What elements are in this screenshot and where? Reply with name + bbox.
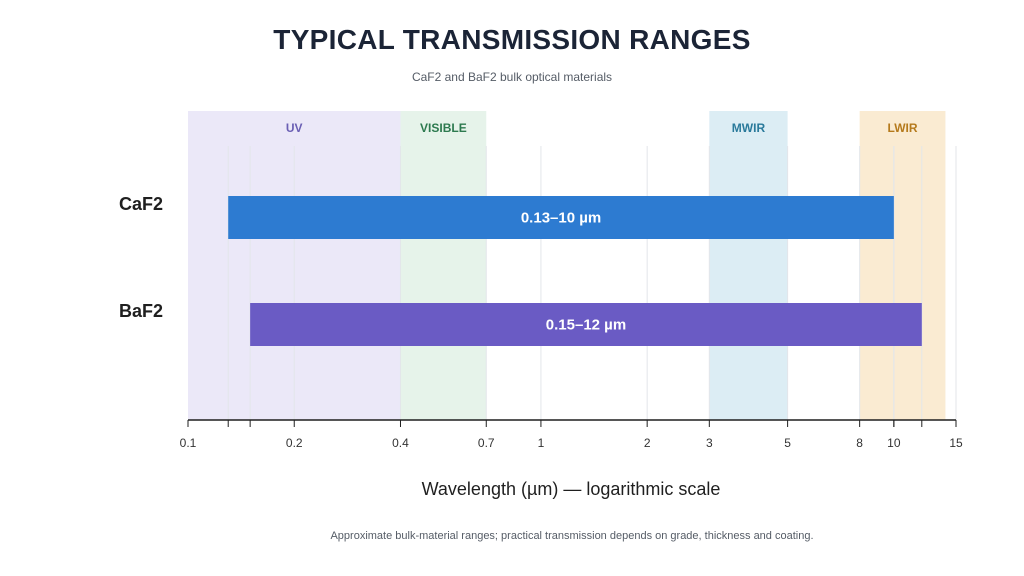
x-tick-label: 0.1 [180, 436, 197, 450]
x-tick-label: 0.7 [478, 436, 495, 450]
bar-caf2 [228, 196, 894, 239]
x-tick-label: 15 [949, 436, 963, 450]
band-label-uv: UV [286, 121, 303, 135]
x-tick-label: 8 [856, 436, 863, 450]
x-tick-label: 0.4 [392, 436, 409, 450]
x-axis-label: Wavelength (µm) — logarithmic scale [422, 479, 721, 499]
x-tick-label: 2 [644, 436, 651, 450]
category-label-baf2: BaF2 [119, 301, 163, 321]
grid-lines [227, 146, 957, 420]
band-label-mwir: MWIR [732, 121, 766, 135]
wavelength-bands: UV VISIBLE MWIR LWIR [188, 111, 946, 420]
footnote: Approximate bulk-material ranges; practi… [330, 530, 814, 542]
range-bars: 0.13–10 µm CaF2 0.15–12 µm BaF2 [119, 194, 922, 346]
x-tick-label: 10 [887, 436, 901, 450]
chart-subtitle: CaF2 and BaF2 bulk optical materials [411, 70, 613, 84]
chart-title: TYPICAL TRANSMISSION RANGES [273, 24, 751, 55]
bar-label-caf2: 0.13–10 µm [521, 210, 601, 227]
x-tick-label: 0.2 [286, 436, 303, 450]
x-tick-label: 3 [706, 436, 713, 450]
band-visible [400, 111, 487, 420]
band-mwir [709, 111, 788, 420]
band-lwir [859, 111, 946, 420]
band-label-lwir: LWIR [888, 121, 918, 135]
category-label-caf2: CaF2 [119, 194, 163, 214]
bar-baf2 [250, 303, 922, 346]
x-tick-label: 1 [538, 436, 545, 450]
bar-label-baf2: 0.15–12 µm [546, 317, 626, 334]
x-tick-label: 5 [784, 436, 791, 450]
x-axis: 0.1 0.2 0.4 0.7 1 2 3 5 8 10 15 [180, 419, 963, 450]
band-label-visible: VISIBLE [420, 121, 467, 135]
